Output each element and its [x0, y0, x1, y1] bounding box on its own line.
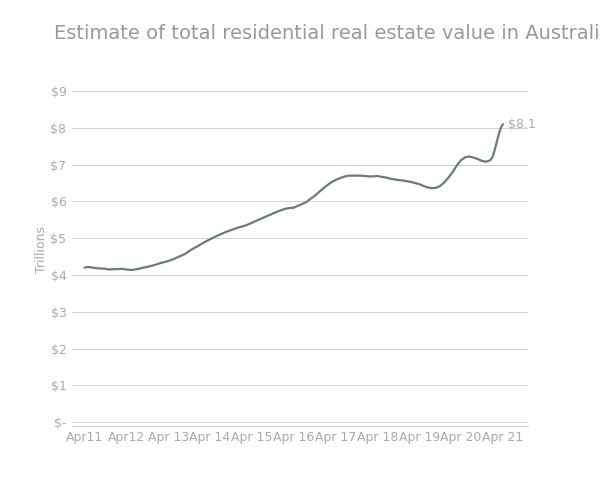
Text: $8.1: $8.1 [508, 118, 536, 131]
Text: Estimate of total residential real estate value in Australia: Estimate of total residential real estat… [54, 24, 600, 43]
Y-axis label: Trillions: Trillions [35, 226, 47, 273]
